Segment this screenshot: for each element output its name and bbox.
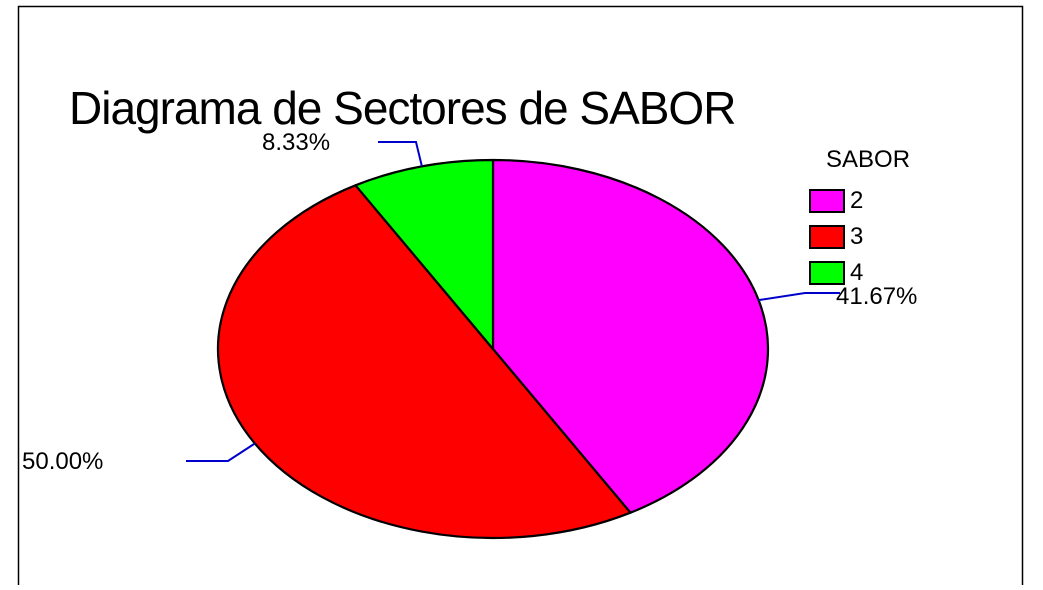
legend-swatch-4 <box>809 261 845 285</box>
legend-swatch-3 <box>809 225 845 249</box>
pie-slice-3 <box>216 184 632 540</box>
leader-lines <box>186 141 840 462</box>
legend-label-2: 2 <box>850 187 863 214</box>
pie-slice-2 <box>491 158 770 514</box>
data-label-slice-2: 41.67% <box>836 283 917 310</box>
data-label-slice-3: 50.00% <box>22 448 103 475</box>
legend: SABOR 2 3 4 <box>809 146 910 286</box>
pie-slice-4 <box>354 158 495 351</box>
legend-title: SABOR <box>826 146 910 173</box>
legend-swatch-2 <box>809 189 845 213</box>
data-label-slice-4: 8.33% <box>262 129 330 156</box>
chart-title: Diagrama de Sectores de SABOR <box>69 82 735 134</box>
legend-label-4: 4 <box>850 259 863 286</box>
leader-line-slice-2 <box>758 292 840 302</box>
leader-line-slice-3 <box>186 442 256 462</box>
legend-label-3: 3 <box>850 223 863 250</box>
leader-line-slice-4 <box>378 141 423 167</box>
pie-slices <box>216 158 770 540</box>
